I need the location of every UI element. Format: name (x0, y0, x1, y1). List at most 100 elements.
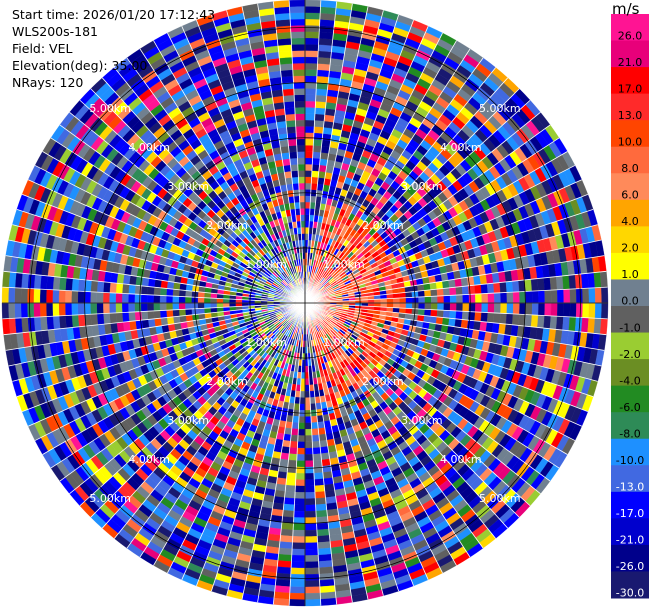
range-gate (304, 37, 320, 45)
range-gate (289, 440, 298, 449)
range-gate (102, 302, 110, 314)
range-gate (588, 302, 596, 319)
range-gate (493, 282, 501, 294)
range-gate (8, 302, 16, 319)
range-gate (311, 422, 319, 430)
range-gate (52, 289, 60, 304)
range-gate (568, 274, 577, 290)
range-gate (304, 201, 311, 209)
range-gate (292, 529, 306, 537)
range-gate (399, 297, 407, 304)
range-gate (185, 290, 193, 298)
range-gate (296, 460, 306, 468)
range-gate (291, 542, 306, 550)
range-gate (165, 295, 173, 304)
range-gate (304, 50, 319, 58)
range-gate (317, 50, 332, 59)
range-gate (316, 528, 330, 537)
range-gate (147, 278, 156, 288)
range-gate (321, 139, 331, 148)
range-gate (562, 275, 570, 290)
range-gate (460, 277, 469, 287)
range-gate (90, 280, 98, 293)
range-gate (601, 302, 609, 320)
range-gate (121, 293, 129, 304)
range-gate (430, 288, 438, 297)
range-gate (313, 472, 324, 480)
range-gate (555, 316, 564, 331)
range-gate (8, 287, 16, 304)
range-gate (474, 311, 482, 322)
range-gate (90, 313, 98, 326)
range-gate (486, 312, 495, 323)
range-gate (500, 292, 508, 304)
range-gate (289, 592, 306, 600)
range-gate (386, 298, 394, 304)
range-gate (499, 281, 507, 293)
range-gate (140, 311, 149, 321)
range-gate (304, 586, 321, 594)
range-gate (210, 302, 217, 309)
range-gate (291, 548, 306, 556)
range-gate (304, 214, 310, 222)
range-gate (448, 279, 456, 288)
range-gate (531, 302, 539, 316)
range-gate (304, 0, 322, 7)
range-gate (304, 151, 314, 159)
range-gate (304, 176, 312, 184)
range-gate (319, 19, 335, 27)
range-gate (493, 292, 501, 304)
range-gate (304, 44, 319, 52)
range-gate (304, 157, 313, 165)
range-gate (563, 302, 571, 318)
range-gate (283, 503, 295, 512)
range-gate (304, 119, 315, 127)
range-gate (418, 302, 426, 310)
range-gate (555, 275, 564, 290)
range-gate (525, 290, 533, 304)
range-gate (299, 391, 306, 398)
range-gate (304, 554, 319, 562)
range-gate (115, 283, 124, 294)
range-gate (587, 272, 596, 289)
range-gate (282, 439, 291, 448)
range-gate (304, 69, 318, 77)
range-gate (96, 291, 104, 304)
range-gate (128, 284, 136, 295)
range-gate (46, 275, 55, 290)
range-gate (304, 599, 322, 607)
range-gate (481, 293, 489, 304)
range-gate (418, 296, 426, 304)
range-gate (141, 277, 150, 287)
range-gate (312, 440, 321, 449)
range-gate (311, 428, 320, 436)
range-gate (318, 566, 334, 575)
range-gate (46, 316, 55, 331)
range-gate (544, 289, 552, 304)
range-gate (278, 547, 293, 556)
range-gate (525, 302, 533, 316)
range-gate (321, 458, 331, 467)
range-gate (71, 302, 79, 316)
range-gate (304, 422, 312, 430)
range-gate (140, 285, 149, 295)
range-gate (279, 535, 293, 543)
range-gate (71, 314, 80, 328)
range-gate (159, 287, 168, 296)
range-gate (320, 0, 337, 9)
range-gate (71, 290, 79, 304)
range-gate (460, 319, 469, 329)
range-gate (405, 302, 413, 309)
range-gate (40, 316, 48, 331)
range-gate (2, 271, 11, 288)
range-gate (297, 441, 306, 449)
range-gate (304, 479, 315, 487)
range-gate (481, 302, 489, 313)
range-gate (314, 484, 325, 493)
range-gate (319, 585, 336, 594)
range-gate (314, 120, 325, 128)
range-gate (582, 287, 590, 304)
range-gate (304, 62, 318, 70)
range-gate (424, 296, 432, 304)
range-gate (153, 302, 161, 312)
